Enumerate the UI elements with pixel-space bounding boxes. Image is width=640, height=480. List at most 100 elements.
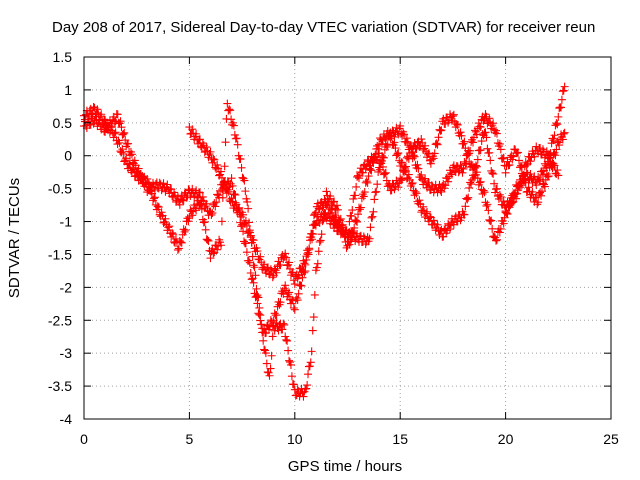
data-point: [256, 252, 265, 261]
data-point: [165, 222, 174, 231]
data-point: [93, 105, 102, 114]
data-point: [244, 204, 253, 213]
data-point: [117, 123, 126, 132]
x-tick-label: 15: [392, 431, 408, 447]
data-point: [476, 146, 485, 155]
data-point: [488, 121, 497, 130]
data-point: [206, 207, 215, 216]
data-point: [111, 128, 120, 137]
data-point: [372, 187, 381, 196]
data-point: [469, 173, 478, 182]
data-point: [363, 178, 372, 187]
data-point: [241, 187, 250, 196]
data-point: [414, 199, 423, 208]
data-point: [508, 198, 517, 207]
data-point: [434, 133, 443, 142]
data-point: [351, 191, 360, 200]
data-point: [378, 162, 387, 171]
data-point: [555, 141, 564, 150]
data-point: [514, 148, 523, 157]
data-point: [402, 134, 411, 143]
y-tick-label: -1: [60, 214, 73, 230]
data-point: [265, 371, 274, 380]
data-point: [367, 166, 376, 175]
data-point: [408, 179, 417, 188]
data-point: [220, 162, 229, 171]
data-point: [472, 162, 481, 171]
data-point: [253, 247, 262, 255]
data-point: [343, 241, 352, 250]
data-point: [297, 268, 306, 277]
data-point: [249, 236, 258, 245]
data-point: [522, 160, 531, 169]
x-tick-label: 25: [603, 431, 619, 447]
data-point: [513, 189, 522, 198]
data-point: [299, 392, 308, 401]
data-point: [227, 115, 236, 124]
data-point: [253, 299, 262, 308]
data-point: [282, 253, 291, 262]
y-axis-label: SDTVAR / TECUs: [6, 178, 23, 298]
data-point: [281, 332, 290, 341]
data-point: [475, 122, 484, 131]
data-point: [177, 238, 186, 247]
data-point: [398, 131, 407, 140]
series-track-2: [80, 82, 569, 401]
data-point: [306, 236, 315, 245]
data-point: [261, 349, 270, 358]
data-point: [429, 154, 438, 163]
data-point: [496, 224, 505, 233]
data-point: [168, 228, 177, 237]
data-point: [516, 161, 525, 170]
data-point: [526, 157, 535, 166]
data-point: [231, 190, 240, 199]
data-point: [537, 191, 546, 200]
data-point: [467, 180, 476, 189]
data-point: [402, 153, 411, 162]
data-point: [201, 225, 210, 234]
data-point: [248, 252, 257, 261]
data-point: [128, 163, 137, 172]
data-point: [415, 196, 424, 205]
series-track-3: [185, 110, 563, 289]
data-point: [492, 129, 501, 138]
data-point: [495, 139, 504, 148]
data-point: [254, 309, 263, 318]
data-point: [553, 166, 562, 175]
data-point: [267, 351, 276, 360]
data-point: [381, 136, 390, 145]
data-point: [206, 147, 215, 156]
y-tick-label: -2: [60, 279, 73, 295]
data-point: [292, 294, 301, 303]
data-point: [489, 169, 498, 178]
data-point: [349, 194, 358, 203]
data-point: [127, 150, 136, 159]
y-tick-label: -3.5: [48, 378, 72, 394]
data-point: [124, 139, 133, 148]
data-point: [404, 154, 413, 163]
data-point: [206, 254, 215, 263]
data-point: [499, 197, 508, 206]
data-point: [468, 175, 477, 184]
data-point: [407, 179, 416, 188]
data-point: [344, 228, 353, 237]
data-point: [220, 177, 229, 186]
data-point: [382, 176, 391, 185]
data-point: [328, 214, 337, 223]
data-point: [538, 167, 547, 176]
data-point: [387, 131, 396, 140]
data-point: [464, 193, 473, 202]
data-point: [173, 245, 182, 254]
data-point: [559, 129, 568, 138]
data-point: [228, 181, 237, 190]
data-point: [217, 167, 226, 176]
data-point: [399, 166, 408, 175]
data-point: [217, 217, 226, 226]
data-point: [302, 384, 311, 393]
data-point: [302, 252, 311, 261]
data-point: [289, 304, 298, 313]
data-point: [352, 216, 361, 225]
data-point: [462, 194, 471, 203]
data-point: [175, 236, 184, 245]
